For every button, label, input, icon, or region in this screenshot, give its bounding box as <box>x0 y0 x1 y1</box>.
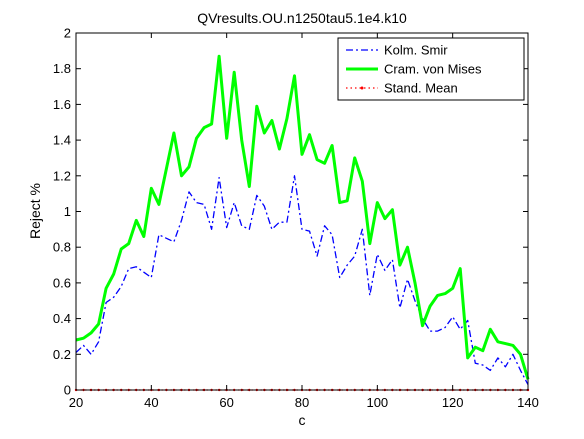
series-line-cram-von-mises <box>75 54 530 380</box>
y-tick-label: 1.6 <box>53 97 71 112</box>
x-tick-label: 100 <box>366 395 388 410</box>
y-tick-label: 0.4 <box>53 311 71 326</box>
y-tick-label: 0 <box>64 383 71 398</box>
legend-marker-stand-mean <box>360 86 364 90</box>
x-tick-label: 60 <box>219 395 233 410</box>
legend: Kolm. Smir Cram. von Mises Stand. Mean <box>337 37 525 101</box>
axis-layer: 20 40 60 80 100 120 140 0 0.2 0.4 0.6 0.8 1 1.2 1.4 1.6… <box>53 26 539 411</box>
x-tick-label: 80 <box>295 395 309 410</box>
legend-label-kolm-smir: Kolm. Smir <box>384 43 448 58</box>
y-tick-label: 0.6 <box>53 275 71 290</box>
plot-frame <box>75 32 529 391</box>
series-line-kolm-smir <box>75 175 529 385</box>
y-tick-label: 2 <box>64 26 71 41</box>
y-axis-label: Reject % <box>27 183 43 239</box>
y-tick-label: 0.8 <box>53 240 71 255</box>
chart-title: QVresults.OU.n1250tau5.1e4.k10 <box>197 10 407 26</box>
x-tick-label: 40 <box>144 395 158 410</box>
x-tick-label: 120 <box>442 395 464 410</box>
x-axis-label: c <box>299 412 306 428</box>
legend-label-stand-mean: Stand. Mean <box>384 81 458 96</box>
y-tick-label: 0.2 <box>53 347 71 362</box>
y-tick-label: 1.8 <box>53 61 71 76</box>
y-tick-label: 1.4 <box>53 133 71 148</box>
x-tick-label: 140 <box>517 395 539 410</box>
legend-label-cram-von-mises: Cram. von Mises <box>384 62 482 77</box>
y-tick-label: 1.2 <box>53 168 71 183</box>
x-tick-label: 20 <box>69 395 83 410</box>
y-tick-label: 1 <box>64 204 71 219</box>
